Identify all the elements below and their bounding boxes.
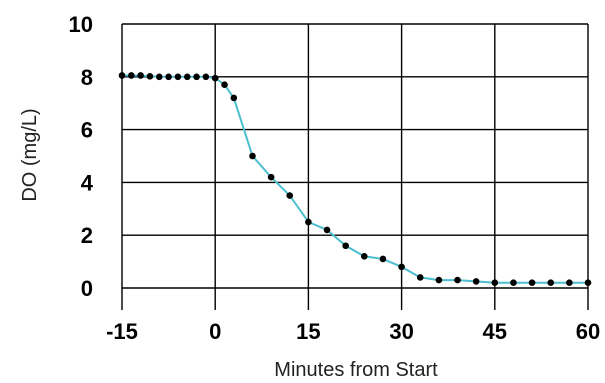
data-point — [230, 94, 238, 102]
y-tick-labels: 0 2 4 6 8 10 — [69, 12, 94, 301]
x-tick-label: 45 — [483, 319, 507, 344]
data-point — [361, 253, 368, 260]
y-tick-label: 4 — [81, 170, 94, 195]
data-point — [267, 173, 275, 181]
series-line-layer — [122, 74, 588, 284]
data-point — [379, 255, 387, 263]
x-axis-title: Minutes from Start — [274, 359, 438, 381]
y-axis-title: DO (mg/L) — [19, 108, 41, 201]
data-point — [454, 276, 461, 284]
series-line — [122, 74, 588, 284]
data-point — [566, 279, 573, 287]
data-point — [547, 279, 555, 287]
y-tick-label: 8 — [81, 65, 93, 90]
x-tick-label: 0 — [209, 319, 221, 344]
data-point — [249, 152, 256, 160]
grid — [121, 23, 589, 310]
x-tick-labels: -15 0 15 30 45 60 — [106, 319, 600, 344]
data-point — [435, 276, 443, 284]
data-points — [118, 72, 592, 287]
data-point — [286, 192, 294, 199]
data-point — [342, 242, 349, 250]
data-point — [211, 74, 219, 82]
x-tick-label: 15 — [296, 319, 320, 344]
data-point — [174, 73, 182, 81]
data-point — [118, 72, 126, 79]
data-point — [183, 73, 191, 81]
data-point — [202, 73, 210, 81]
y-tick-label: 10 — [69, 12, 93, 37]
data-point — [305, 218, 312, 226]
y-tick-label: 6 — [81, 118, 93, 143]
x-tick-label: 60 — [576, 319, 600, 344]
data-point — [472, 278, 480, 285]
y-tick-label: 2 — [81, 223, 93, 248]
data-point — [528, 279, 536, 287]
x-tick-label: 30 — [389, 319, 413, 344]
x-tick-label: -15 — [106, 319, 138, 344]
data-point — [416, 274, 424, 281]
data-point — [510, 279, 517, 287]
data-point — [146, 72, 154, 80]
data-point — [128, 72, 135, 79]
data-point — [584, 279, 592, 287]
data-point — [323, 226, 331, 234]
data-point — [398, 263, 405, 271]
data-point — [137, 72, 144, 79]
data-point — [155, 73, 163, 81]
data-point — [491, 279, 499, 287]
data-point — [165, 73, 172, 81]
y-tick-label: 0 — [81, 276, 93, 301]
data-point — [193, 73, 200, 81]
data-point — [221, 81, 228, 89]
